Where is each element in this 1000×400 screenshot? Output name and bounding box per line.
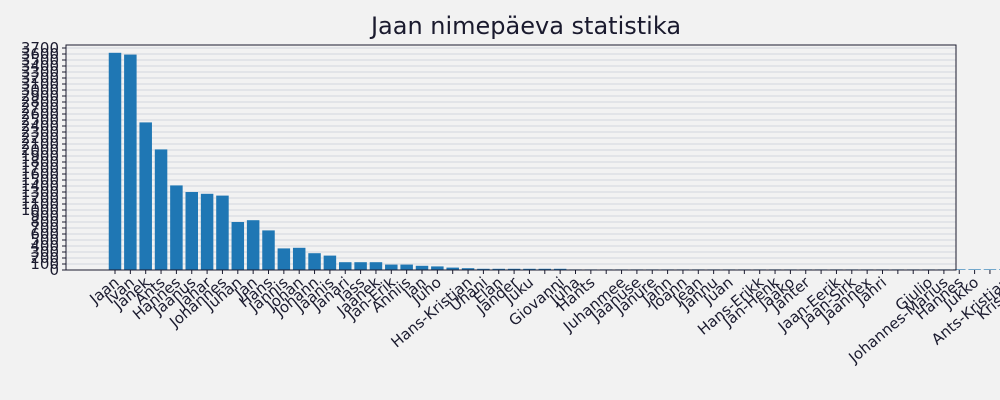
y-tick-label: 2100 <box>21 135 59 153</box>
bar <box>216 195 229 270</box>
bar <box>983 269 997 270</box>
bar <box>170 185 183 270</box>
y-tick-label: 300 <box>30 243 59 261</box>
y-tick-label: 2000 <box>21 141 59 159</box>
y-tick-label: 3200 <box>21 69 59 87</box>
y-tick-label: 1200 <box>21 189 59 207</box>
y-tick-label: 2800 <box>21 93 59 111</box>
y-tick-label: 2900 <box>21 87 59 105</box>
bar <box>385 264 398 270</box>
bar <box>400 264 413 270</box>
y-tick-label: 600 <box>30 225 59 243</box>
bar <box>507 268 521 270</box>
bars <box>108 52 1000 271</box>
y-tick-label: 3600 <box>21 45 59 63</box>
y-tick-label: 800 <box>30 213 59 231</box>
bar <box>446 267 459 270</box>
y-tick-label: 700 <box>30 219 59 237</box>
y-tick-label: 1000 <box>21 201 59 219</box>
bar <box>354 262 367 270</box>
bar <box>292 247 306 270</box>
y-tick-label: 1300 <box>21 183 59 201</box>
y-tick-label: 3400 <box>21 57 59 75</box>
y-tick-label: 1900 <box>21 147 59 165</box>
y-tick-label: 500 <box>30 231 59 249</box>
bar <box>323 255 337 270</box>
y-tick-label: 1800 <box>21 153 59 171</box>
y-tick-label: 1700 <box>21 159 59 177</box>
bar <box>154 149 168 270</box>
grid-lines <box>66 47 956 271</box>
bar <box>139 122 152 271</box>
chart-title: Jaan nimepäeva statistika <box>369 12 681 40</box>
y-tick-label: 2200 <box>21 129 59 147</box>
y-tick-label: 2400 <box>21 117 59 135</box>
y-tick-label: 200 <box>30 249 59 267</box>
bar <box>231 222 245 270</box>
bar <box>185 192 198 270</box>
y-tick-label: 1500 <box>21 171 59 189</box>
y-tick-label: 900 <box>30 207 59 225</box>
bar <box>968 269 981 270</box>
y-tick-label: 0 <box>49 261 59 279</box>
y-tick-label: 2300 <box>21 123 59 141</box>
y-tick-label: 3000 <box>21 81 59 99</box>
y-tick-label: 400 <box>30 237 59 255</box>
bar <box>308 253 321 270</box>
y-tick-label: 2700 <box>21 99 59 117</box>
bar <box>200 193 214 270</box>
y-tick-label: 3500 <box>21 51 59 69</box>
bar <box>262 230 275 270</box>
bar <box>431 266 444 270</box>
bar <box>953 269 966 270</box>
y-tick-label: 1100 <box>21 195 59 213</box>
bar <box>339 262 352 270</box>
y-tick-label: 1400 <box>21 177 59 195</box>
y-tick-label: 2500 <box>21 111 59 129</box>
y-tick-label: 3100 <box>21 75 59 93</box>
y-tick-label: 2600 <box>21 105 59 123</box>
y-tick-label: 3300 <box>21 63 59 81</box>
y-axis-ticks: 0100200300400500600700800900100011001200… <box>21 39 66 279</box>
bar <box>553 268 567 270</box>
y-tick-label: 3700 <box>21 39 59 57</box>
bar <box>492 268 505 270</box>
bar <box>369 262 383 270</box>
plot-frame <box>65 44 957 271</box>
bar <box>477 268 490 270</box>
bar <box>246 220 260 270</box>
bar <box>538 268 552 270</box>
bar <box>108 52 122 270</box>
y-tick-label: 100 <box>30 255 59 273</box>
y-tick-label: 1600 <box>21 165 59 183</box>
plot-area-background <box>66 45 956 270</box>
bar <box>124 54 137 270</box>
bar <box>277 248 291 270</box>
bar <box>523 268 536 270</box>
bar <box>415 265 429 270</box>
bar <box>461 268 475 270</box>
